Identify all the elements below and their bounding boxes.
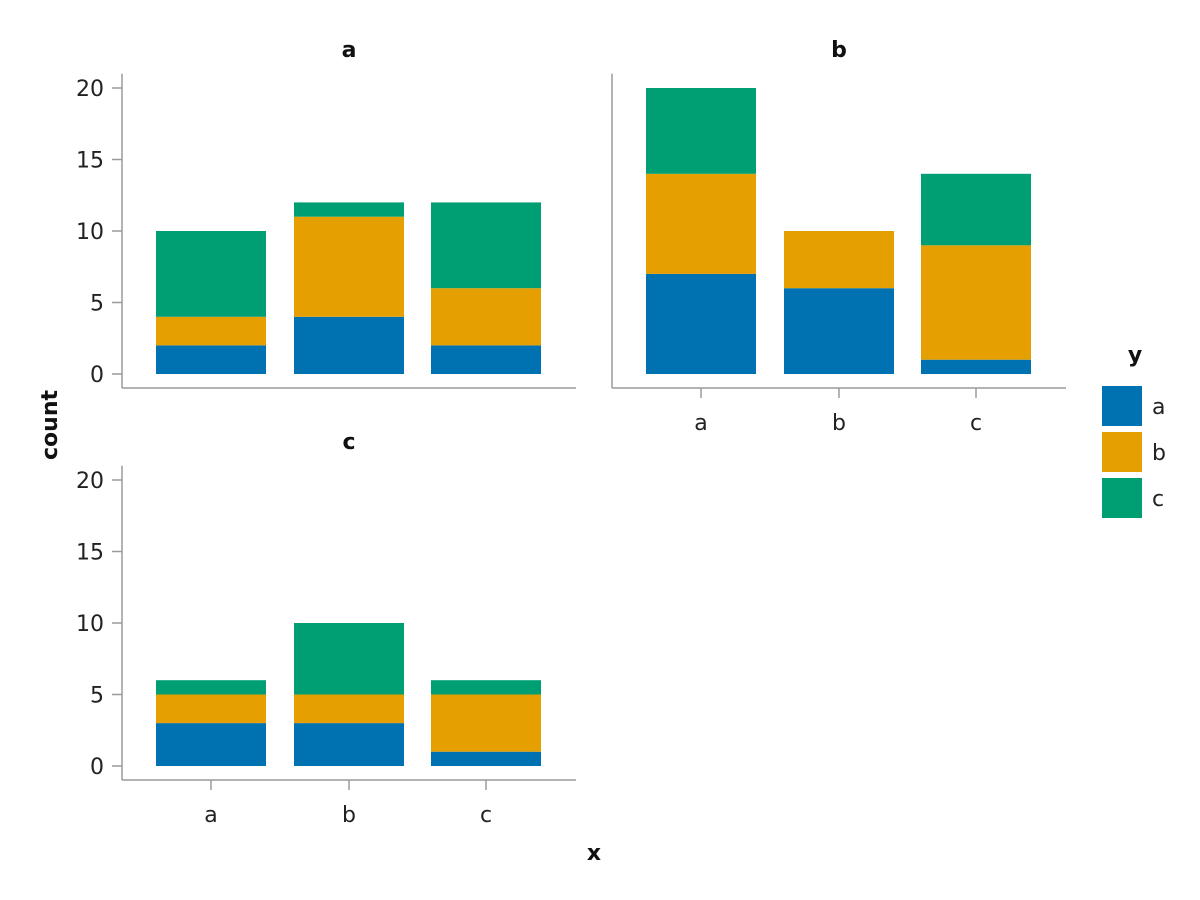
y-tick-label: 10 bbox=[76, 612, 104, 637]
y-tick-label: 20 bbox=[76, 469, 104, 494]
y-tick-label: 0 bbox=[90, 755, 104, 780]
y-tick-label: 10 bbox=[76, 220, 104, 245]
bar-segment-a-b bbox=[156, 316, 266, 346]
bar-segment-b-c bbox=[294, 202, 404, 217]
panel-title: b bbox=[831, 38, 847, 63]
x-axis-title: x bbox=[587, 841, 601, 866]
bar-segment-c-b bbox=[921, 245, 1031, 360]
x-tick-label: c bbox=[970, 411, 982, 436]
legend-swatch-a bbox=[1102, 386, 1142, 426]
y-tick-label: 20 bbox=[76, 77, 104, 102]
bar-segment-c-b bbox=[431, 694, 541, 752]
y-tick-label: 0 bbox=[90, 363, 104, 388]
bar-segment-a-a bbox=[646, 273, 756, 374]
legend: y abc bbox=[1102, 343, 1166, 518]
panel-c: c 0 5 10 15 20 a b c bbox=[76, 430, 576, 828]
x-tick-label: c bbox=[480, 803, 492, 828]
bar-segment-a-a bbox=[156, 723, 266, 766]
y-tick-label: 15 bbox=[76, 149, 104, 174]
bar-segment-a-c bbox=[156, 680, 266, 695]
bar-segment-b-b bbox=[294, 216, 404, 317]
panel-title: c bbox=[342, 430, 355, 455]
x-tick-label: b bbox=[832, 411, 846, 436]
bar-segment-b-b bbox=[784, 231, 894, 289]
bar-segment-c-c bbox=[431, 202, 541, 289]
legend-swatch-c bbox=[1102, 478, 1142, 518]
y-tick-label: 5 bbox=[90, 684, 104, 709]
bar-segment-b-a bbox=[294, 723, 404, 766]
legend-title: y bbox=[1128, 343, 1142, 368]
bar-segment-c-c bbox=[431, 680, 541, 695]
legend-label-c: c bbox=[1152, 487, 1164, 512]
bar-segment-b-c bbox=[294, 623, 404, 695]
bar-segment-c-a bbox=[431, 751, 541, 766]
legend-label-b: b bbox=[1152, 441, 1166, 466]
bar-segment-a-a bbox=[156, 345, 266, 374]
bar-segment-c-a bbox=[431, 345, 541, 374]
bar-segment-c-c bbox=[921, 173, 1031, 246]
bar-segment-a-c bbox=[156, 231, 266, 317]
bar-segment-b-b bbox=[294, 694, 404, 724]
bar-segment-a-b bbox=[646, 173, 756, 274]
bar-segment-b-a bbox=[784, 288, 894, 374]
y-tick-label: 5 bbox=[90, 292, 104, 317]
y-axis-title: count bbox=[38, 390, 63, 460]
legend-label-a: a bbox=[1152, 395, 1165, 420]
bar-segment-c-b bbox=[431, 288, 541, 346]
x-tick-label: a bbox=[204, 803, 217, 828]
bar-segment-b-a bbox=[294, 316, 404, 374]
chart-panels: a 0 5 10 15 20 b a b c c 0 5 10 15 20 a b c bbox=[76, 38, 1066, 828]
panel-b: b a b c bbox=[611, 38, 1066, 436]
bar-segment-a-c bbox=[646, 88, 756, 174]
panel-title: a bbox=[342, 38, 357, 63]
y-tick-label: 15 bbox=[76, 541, 104, 566]
legend-swatch-b bbox=[1102, 432, 1142, 472]
x-tick-label: b bbox=[342, 803, 356, 828]
bar-segment-c-a bbox=[921, 359, 1031, 374]
bar-segment-a-b bbox=[156, 694, 266, 724]
panel-a: a 0 5 10 15 20 bbox=[76, 38, 576, 389]
x-tick-label: a bbox=[694, 411, 707, 436]
